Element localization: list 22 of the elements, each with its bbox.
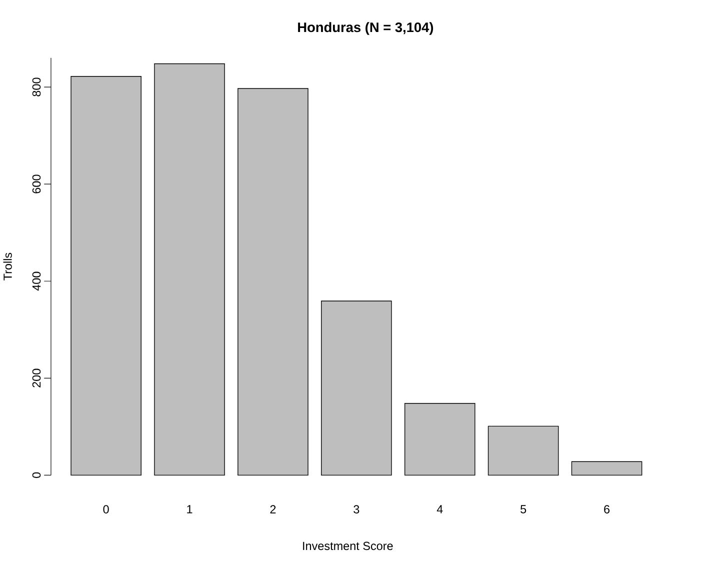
x-tick-label: 6 xyxy=(604,504,610,514)
chart-title: Honduras (N = 3,104) xyxy=(298,22,434,35)
bar xyxy=(321,300,392,476)
bar xyxy=(154,63,225,476)
bar xyxy=(238,88,308,476)
x-tick-label: 3 xyxy=(354,504,360,514)
x-tick-label: 1 xyxy=(187,504,192,513)
y-tick-label: 800 xyxy=(32,77,41,96)
x-tick-label: 5 xyxy=(520,504,526,514)
y-tick-label: 600 xyxy=(32,174,41,194)
y-tick-label: 400 xyxy=(32,272,41,290)
x-tick-label: 2 xyxy=(270,504,276,514)
y-axis-title: Trolls xyxy=(3,252,12,280)
x-tick-label: 0 xyxy=(103,504,109,514)
bar xyxy=(571,461,642,476)
x-axis-title: Investment Score xyxy=(303,542,393,550)
y-tick-label: 200 xyxy=(32,368,41,388)
x-tick-label: 4 xyxy=(436,504,443,513)
bar xyxy=(404,402,476,476)
bar xyxy=(70,76,142,476)
y-tick-label: 0 xyxy=(32,472,41,478)
bar xyxy=(488,426,559,476)
